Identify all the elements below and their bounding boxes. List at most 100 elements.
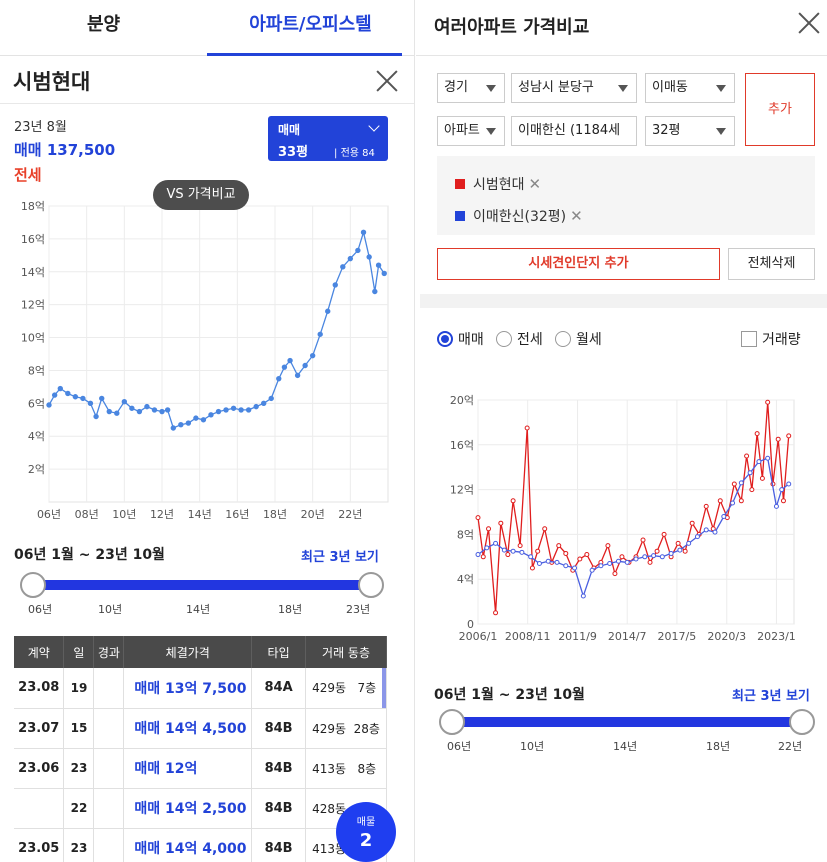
dong-select[interactable]: 이매동 (645, 73, 735, 103)
x-tick-label: 22년 (338, 508, 362, 521)
recent-3-years-link[interactable]: 최근 3년 보기 (301, 550, 379, 565)
data-point (340, 264, 346, 270)
remove-icon[interactable]: ✕ (570, 207, 583, 225)
x-tick-label: 20년 (301, 508, 325, 521)
data-point (381, 270, 387, 277)
close-icon[interactable] (798, 12, 820, 34)
x-tick-label: 2006/1 (459, 630, 498, 643)
data-point (253, 403, 259, 410)
data-point (640, 537, 646, 543)
data-point (619, 554, 625, 560)
radio-jeonse[interactable]: 전세 (496, 329, 543, 349)
data-point (106, 408, 112, 415)
jeonse-label: 전세 (14, 166, 42, 184)
data-point (661, 531, 667, 537)
category-tabs: 분양 아파트/오피스텔 (0, 0, 414, 56)
period-slider-track[interactable] (33, 580, 371, 590)
y-tick-label: 0 (467, 618, 474, 631)
data-point (159, 408, 165, 415)
data-point (493, 610, 499, 616)
add-complex-button[interactable]: 추가 (745, 73, 815, 146)
data-point (633, 556, 639, 562)
y-tick-label: 4억 (28, 430, 45, 443)
data-point (738, 480, 744, 486)
data-point (765, 399, 771, 405)
slider-end-handle[interactable] (358, 572, 384, 598)
period-slider-track[interactable] (452, 717, 802, 727)
price-history-chart: 2억 4억 6억 8억 10억 12억 14억 16억 18억 06년 08년 10년 12년 14년 16… (21, 200, 389, 521)
property-kind-select[interactable]: 아파트 (437, 116, 505, 146)
data-point (642, 554, 648, 560)
table-scrollbar[interactable] (382, 668, 386, 708)
data-point (510, 548, 516, 554)
data-point (712, 529, 718, 535)
add-leading-complex-button[interactable]: 시세견인단지 추가 (437, 248, 720, 280)
data-point (510, 498, 516, 504)
table-row[interactable]: 23.08 19 매매 13억 7,500 84A 429동 7층 (14, 668, 387, 709)
complex-select[interactable]: 이매한신 (1184세 (511, 116, 637, 146)
pyeong-label: 33평 (278, 145, 309, 160)
cell-price: 매매 14억 2,500 (123, 788, 253, 829)
data-point (480, 554, 486, 560)
data-point (759, 475, 765, 481)
col-header: 경과 (93, 636, 125, 668)
data-point (542, 526, 548, 532)
data-point (114, 410, 120, 416)
size-select[interactable]: 32평 (645, 116, 735, 146)
remove-icon[interactable]: ✕ (528, 175, 542, 193)
plot-area (477, 399, 795, 625)
data-point (717, 498, 723, 504)
col-header: 체결가격 (123, 636, 253, 668)
col-header: 일 (63, 636, 95, 668)
data-point (773, 503, 779, 509)
data-point (654, 548, 660, 554)
data-point (136, 408, 143, 415)
tab-apartment-officetel[interactable]: 아파트/오피스텔 (207, 0, 414, 56)
volume-checkbox[interactable]: 거래량 (741, 329, 801, 349)
table-row[interactable]: 23.05 23 매매 14억 4,000 84B 413동 (14, 828, 387, 862)
listings-fab-button[interactable]: 매물 2 (336, 802, 396, 862)
cell-day: 19 (63, 668, 95, 709)
slider-start-handle[interactable] (20, 572, 46, 598)
data-point (375, 262, 382, 268)
data-point (332, 282, 338, 288)
tab-presale[interactable]: 분양 (86, 14, 121, 35)
data-point (554, 559, 560, 565)
table-row[interactable]: 23.07 15 매매 14억 4,500 84B 429동 28층 (14, 708, 387, 749)
area-type-selector[interactable]: 매매 33평 | 전용 84 ㎡ (268, 116, 388, 174)
table-row[interactable]: 22 매매 14억 2,500 84B 428동 (14, 788, 387, 829)
recent-3-years-link[interactable]: 최근 3년 보기 (732, 689, 810, 704)
data-point (372, 288, 378, 295)
data-point (786, 433, 792, 439)
fab-count: 2 (359, 830, 373, 851)
delete-all-button[interactable]: 전체삭제 (728, 248, 815, 280)
data-point (765, 455, 771, 461)
data-point (498, 520, 504, 526)
data-point (689, 520, 695, 526)
cell-elapsed (93, 828, 125, 862)
sido-select[interactable]: 경기 (437, 73, 505, 103)
data-point (317, 331, 323, 337)
price-info: 23년 8월 매매 137,500 전세 매매 33평 | 전용 84 ㎡ (0, 104, 414, 184)
cell-price: 매매 13억 7,500 (123, 668, 253, 709)
close-icon[interactable] (376, 70, 398, 92)
y-tick-label: 6억 (28, 397, 45, 410)
y-tick-label: 14억 (21, 266, 45, 279)
y-tick-label: 4억 (457, 573, 474, 586)
radio-monthly-rent[interactable]: 월세 (555, 329, 602, 349)
cell-price: 매매 14억 4,000 (123, 828, 253, 862)
data-point (325, 308, 331, 314)
slider-end-handle[interactable] (789, 709, 815, 735)
data-point (524, 425, 530, 431)
y-tick-label: 10억 (21, 332, 45, 345)
cell-building-floor: 429동 28층 (305, 708, 387, 749)
radio-sale[interactable]: 매매 (437, 329, 484, 349)
data-point (731, 481, 737, 487)
gu-select[interactable]: 성남시 분당구 (511, 73, 637, 103)
table-row[interactable]: 23.06 23 매매 12억 84B 413동 8층 (14, 748, 387, 789)
vs-compare-button[interactable]: VS 가격비교 (153, 180, 249, 210)
data-point (51, 392, 58, 398)
data-point (744, 453, 750, 459)
slider-start-handle[interactable] (439, 709, 465, 735)
series-line (477, 402, 790, 613)
